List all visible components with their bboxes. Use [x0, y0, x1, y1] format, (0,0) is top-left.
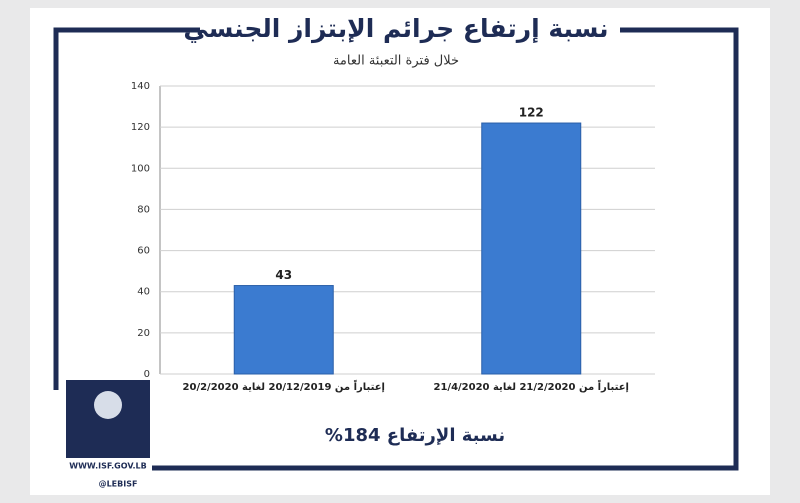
data-label: 122 — [519, 106, 544, 120]
y-tick-label: 140 — [131, 81, 150, 92]
annotation: نسبة الإرتفاع 184% — [325, 425, 505, 446]
bar — [481, 122, 582, 375]
chart-subtitle: خلال فترة التعبئة العامة — [333, 54, 459, 69]
bar — [233, 285, 334, 375]
frame — [53, 27, 739, 471]
social-handle: @LEBISF — [99, 480, 138, 489]
frame-right — [152, 27, 739, 471]
frame-left — [53, 27, 200, 390]
chart-title: نسبة إرتفاع جرائم الإبتزاز الجنسي — [183, 14, 608, 44]
y-tick-label: 40 — [137, 287, 150, 298]
y-tick-label: 20 — [137, 328, 150, 339]
y-tick-label: 100 — [131, 163, 150, 174]
website: WWW.ISF.GOV.LB — [69, 462, 146, 471]
x-tick-label: إعتباراً من 20/12/2019 لغاية 20/2/2020 — [183, 379, 385, 393]
y-tick-label: 0 — [144, 369, 150, 380]
y-tick-label: 60 — [137, 246, 150, 257]
logo-emblem — [94, 391, 122, 419]
data-label: 43 — [275, 268, 292, 282]
y-tick-label: 120 — [131, 122, 150, 133]
x-tick-label: إعتباراً من 21/2/2020 لغاية 21/4/2020 — [434, 379, 629, 393]
page-background — [30, 8, 770, 495]
y-tick-label: 80 — [137, 204, 150, 215]
